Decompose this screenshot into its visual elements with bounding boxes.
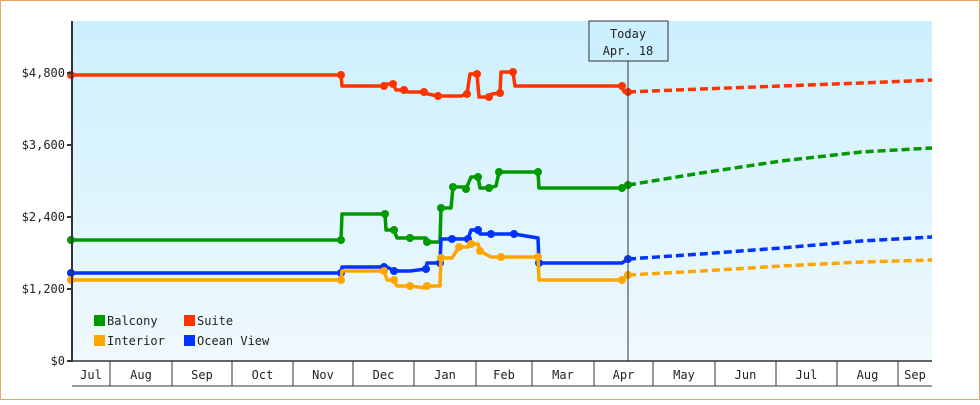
- data-point[interactable]: [390, 267, 398, 275]
- data-point[interactable]: [389, 80, 397, 88]
- data-point[interactable]: [437, 204, 445, 212]
- series-ocean-view: [67, 226, 933, 277]
- month-label: Feb: [493, 368, 515, 382]
- data-point[interactable]: [495, 168, 503, 176]
- data-point[interactable]: [449, 183, 457, 191]
- data-point[interactable]: [485, 184, 493, 192]
- legend: Balcony Suite Interior Ocean View: [94, 314, 270, 348]
- month-label: Nov: [312, 368, 334, 382]
- data-point[interactable]: [381, 210, 389, 218]
- series-balcony: [67, 146, 933, 246]
- legend-swatch: [184, 335, 195, 346]
- data-point[interactable]: [473, 70, 481, 78]
- data-point[interactable]: [422, 265, 430, 273]
- data-point[interactable]: [455, 243, 463, 251]
- y-tick-label: $4,800: [22, 66, 65, 80]
- data-point[interactable]: [474, 173, 482, 181]
- data-point[interactable]: [509, 68, 517, 76]
- data-point[interactable]: [485, 93, 493, 101]
- data-point[interactable]: [497, 253, 505, 261]
- data-point[interactable]: [423, 238, 431, 246]
- y-tick-label: $0: [51, 354, 65, 368]
- month-label: Jul: [80, 368, 102, 382]
- month-label: May: [673, 368, 695, 382]
- data-point[interactable]: [437, 254, 445, 262]
- today-box: [588, 20, 669, 62]
- data-point[interactable]: [476, 247, 484, 255]
- data-point[interactable]: [406, 282, 414, 290]
- today-date: Apr. 18: [603, 44, 654, 58]
- y-axis-ticks: $0 $1,200 $2,400 $3,600 $4,800: [22, 66, 72, 368]
- month-label: Sep: [904, 368, 926, 382]
- data-point[interactable]: [618, 276, 626, 284]
- data-point[interactable]: [467, 240, 475, 248]
- month-label: Jul: [796, 368, 818, 382]
- data-point[interactable]: [618, 184, 626, 192]
- data-point[interactable]: [390, 276, 398, 284]
- legend-swatch: [94, 315, 105, 326]
- month-label: Aug: [857, 368, 879, 382]
- data-point[interactable]: [420, 88, 428, 96]
- today-label: Today: [610, 27, 646, 41]
- data-point[interactable]: [510, 230, 518, 238]
- data-point[interactable]: [463, 90, 471, 98]
- data-point[interactable]: [496, 89, 504, 97]
- data-point[interactable]: [400, 86, 408, 94]
- data-point[interactable]: [487, 230, 495, 238]
- data-point[interactable]: [337, 236, 345, 244]
- legend-label: Interior: [107, 334, 165, 348]
- legend-label: Balcony: [107, 314, 158, 328]
- data-point[interactable]: [434, 92, 442, 100]
- data-point[interactable]: [534, 253, 542, 261]
- month-label: Mar: [552, 368, 574, 382]
- y-tick-label: $2,400: [22, 210, 65, 224]
- data-point[interactable]: [474, 226, 482, 234]
- data-point[interactable]: [534, 168, 542, 176]
- data-point[interactable]: [448, 235, 456, 243]
- month-label: Sep: [191, 368, 213, 382]
- month-label: Dec: [373, 368, 395, 382]
- legend-label: Suite: [197, 314, 233, 328]
- data-point[interactable]: [618, 82, 626, 90]
- x-axis-months: Jul Aug Sep Oct Nov Dec Jan Feb Mar Apr May Jun Jul A…: [80, 361, 926, 386]
- legend-label: Ocean View: [197, 334, 270, 348]
- y-tick-label: $1,200: [22, 282, 65, 296]
- month-label: Jun: [735, 368, 757, 382]
- month-label: Apr: [613, 368, 635, 382]
- data-point[interactable]: [423, 282, 431, 290]
- series-lines: [67, 68, 933, 290]
- month-label: Jan: [434, 368, 456, 382]
- data-point[interactable]: [406, 234, 414, 242]
- legend-swatch: [184, 315, 195, 326]
- series-interior: [67, 240, 933, 290]
- data-point[interactable]: [462, 185, 470, 193]
- data-point[interactable]: [337, 71, 345, 79]
- data-point[interactable]: [380, 82, 388, 90]
- data-point[interactable]: [337, 276, 345, 284]
- month-label: Aug: [130, 368, 152, 382]
- legend-swatch: [94, 335, 105, 346]
- y-tick-label: $3,600: [22, 138, 65, 152]
- month-label: Oct: [252, 368, 274, 382]
- data-point[interactable]: [390, 226, 398, 234]
- data-point[interactable]: [380, 267, 388, 275]
